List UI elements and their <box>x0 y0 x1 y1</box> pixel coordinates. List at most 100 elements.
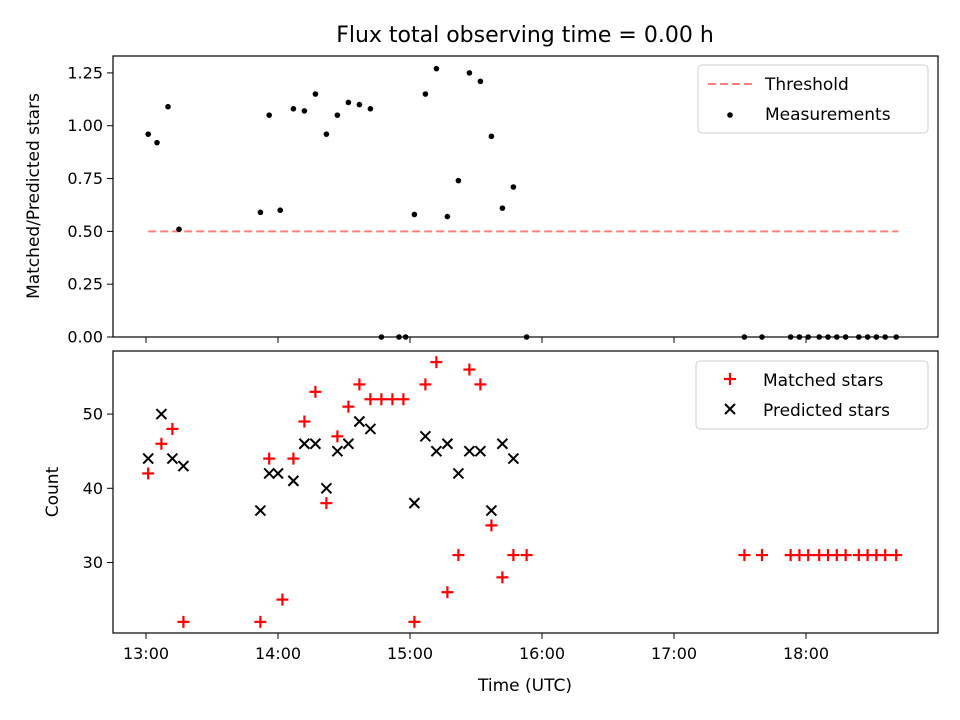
legend-predicted-label: Predicted stars <box>763 401 890 421</box>
point-matched-stars-9 <box>309 385 322 398</box>
x-tick-label-4: 17:00 <box>651 644 697 663</box>
point-measurements-4 <box>257 209 264 216</box>
point-matched-stars-37 <box>839 549 852 562</box>
legend-measurements-label: Measurements <box>765 105 891 125</box>
point-predicted-stars-9 <box>309 438 322 450</box>
point-measurements-7 <box>290 106 297 112</box>
point-predicted-stars-13 <box>353 415 366 428</box>
top-legend: Threshold Measurements <box>697 64 929 134</box>
point-matched-stars-28 <box>520 549 533 562</box>
point-predicted-stars-21 <box>474 445 487 457</box>
point-measurements-0 <box>145 131 151 137</box>
point-measurements-1 <box>154 139 160 146</box>
point-measurements-6 <box>277 207 284 214</box>
top-y-axis-label: Matched/Predicted stars <box>24 93 44 299</box>
point-measurements-12 <box>345 99 352 106</box>
point-predicted-stars-0 <box>142 452 154 465</box>
top-legend-box <box>697 64 929 134</box>
bottom-legend-box <box>695 360 929 430</box>
point-measurements-22 <box>455 177 462 184</box>
point-measurements-13 <box>356 101 363 108</box>
point-matched-stars-41 <box>879 549 892 562</box>
point-measurements-11 <box>334 112 341 118</box>
point-matched-stars-23 <box>463 363 476 376</box>
point-measurements-14 <box>367 106 374 112</box>
bottom-legend: Matched stars Predicted stars <box>695 360 929 430</box>
point-matched-stars-5 <box>263 452 276 465</box>
legend-measurements-swatch <box>727 112 733 118</box>
top-plot-area: 0.00 0.25 0.50 0.75 1.00 1.25 <box>67 55 939 347</box>
point-matched-stars-18 <box>408 615 421 628</box>
bottom-y-axis-label: Count <box>43 466 63 517</box>
point-matched-stars-19 <box>419 378 432 391</box>
bottom-plot-area: 13:00 14:00 15:00 16:00 17:00 18:00 30 40 50 <box>83 350 939 663</box>
point-matched-stars-11 <box>331 430 344 443</box>
point-matched-stars-4 <box>254 615 267 628</box>
point-measurements-23 <box>466 70 473 76</box>
legend-matched-swatch <box>724 373 736 385</box>
point-matched-stars-1 <box>155 437 168 450</box>
point-predicted-stars-22 <box>485 504 498 517</box>
point-measurements-24 <box>477 78 484 85</box>
point-matched-stars-17 <box>397 393 410 406</box>
legend-matched-label: Matched stars <box>763 371 883 391</box>
axes-frame-1 <box>112 350 939 634</box>
point-predicted-stars-17 <box>430 445 443 457</box>
y-tick-label-0-0: 0.00 <box>67 328 103 347</box>
point-measurements-27 <box>510 184 517 190</box>
point-measurements-2 <box>165 103 171 110</box>
point-matched-stars-16 <box>386 393 399 406</box>
point-matched-stars-20 <box>430 356 443 369</box>
point-predicted-stars-5 <box>263 467 275 480</box>
top-panel: Flux total observing time = 0.00 h 0.000… <box>24 23 939 347</box>
point-measurements-21 <box>444 213 451 220</box>
point-measurements-9 <box>312 91 319 97</box>
point-matched-stars-8 <box>298 415 311 428</box>
point-predicted-stars-1 <box>155 408 168 420</box>
point-matched-stars-29 <box>738 549 751 562</box>
point-matched-stars-0 <box>142 467 155 480</box>
point-matched-stars-27 <box>507 549 520 562</box>
point-matched-stars-42 <box>890 549 903 562</box>
point-predicted-stars-3 <box>177 460 190 472</box>
point-measurements-5 <box>266 112 273 118</box>
y-tick-label-1-1: 40 <box>83 479 103 498</box>
y-tick-label-1-0: 30 <box>83 553 103 572</box>
point-matched-stars-2 <box>166 422 179 435</box>
point-measurements-18 <box>411 211 418 218</box>
point-measurements-3 <box>176 226 182 233</box>
point-matched-stars-6 <box>276 593 289 606</box>
point-matched-stars-21 <box>441 586 454 599</box>
bottom-panel: 13:00 14:00 15:00 16:00 17:00 18:00 30 40 50 Tim… <box>43 350 939 696</box>
point-predicted-stars-24 <box>507 452 520 465</box>
bottom-x-axis-label: Time (UTC) <box>477 676 572 696</box>
y-tick-label-0-3: 0.75 <box>67 169 103 188</box>
point-predicted-stars-12 <box>342 438 355 450</box>
marks-0 <box>145 65 899 340</box>
point-matched-stars-15 <box>375 393 388 406</box>
point-matched-stars-26 <box>496 571 509 584</box>
point-measurements-8 <box>301 108 308 114</box>
x-tick-label-1: 14:00 <box>255 644 301 663</box>
point-predicted-stars-6 <box>272 467 284 480</box>
point-matched-stars-22 <box>452 549 465 562</box>
x-tick-label-0: 13:00 <box>123 644 169 663</box>
point-predicted-stars-2 <box>166 452 179 465</box>
point-matched-stars-13 <box>353 378 366 391</box>
point-matched-stars-14 <box>364 393 377 406</box>
point-predicted-stars-15 <box>408 497 421 509</box>
point-predicted-stars-4 <box>254 504 267 517</box>
point-predicted-stars-20 <box>463 445 476 457</box>
marks-1 <box>142 356 903 628</box>
point-measurements-20 <box>433 65 440 72</box>
legend-predicted-swatch <box>724 403 736 415</box>
y-tick-label-0-1: 0.25 <box>67 275 103 294</box>
x-tick-label-2: 15:00 <box>387 644 433 663</box>
point-predicted-stars-19 <box>452 467 465 480</box>
point-predicted-stars-8 <box>298 438 311 450</box>
point-predicted-stars-10 <box>320 482 333 494</box>
point-matched-stars-25 <box>485 519 498 532</box>
point-predicted-stars-7 <box>287 475 300 487</box>
x-tick-label-3: 16:00 <box>519 644 565 663</box>
